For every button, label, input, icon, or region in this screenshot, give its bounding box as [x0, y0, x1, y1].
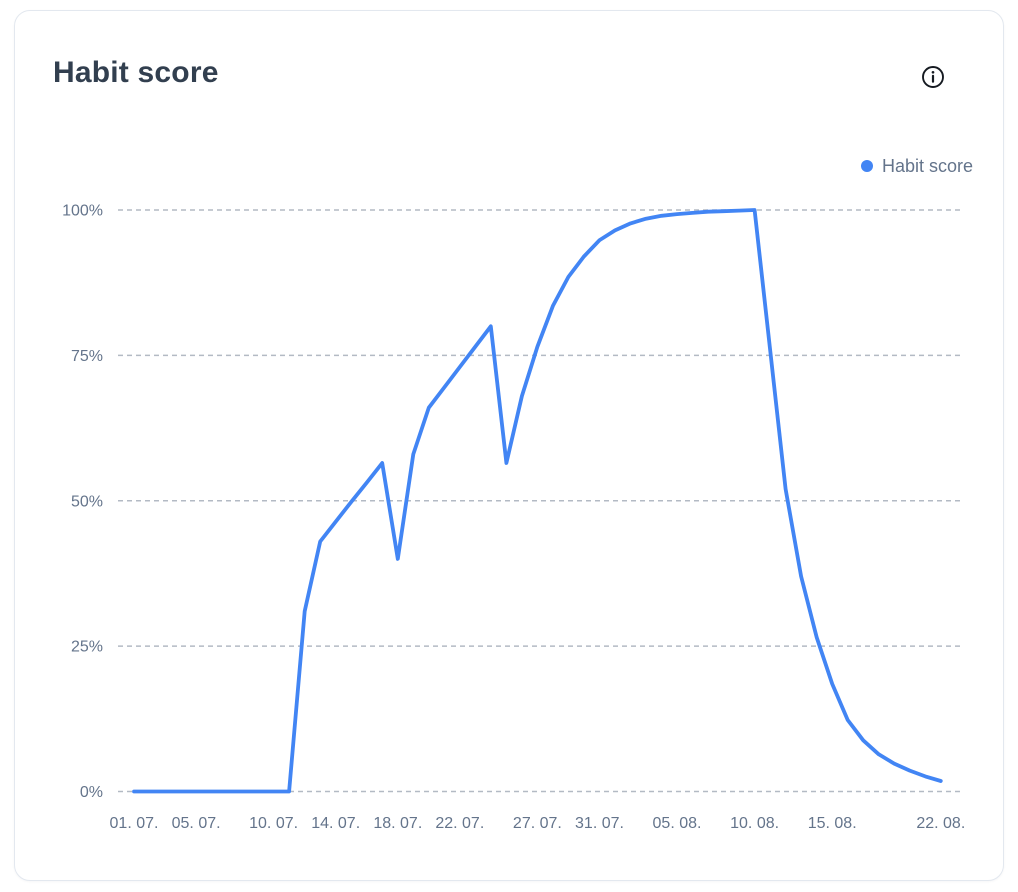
legend: Habit score	[15, 155, 973, 177]
x-axis-tick-label: 22. 07.	[435, 815, 484, 832]
y-axis-tick-label: 50%	[71, 493, 103, 510]
y-axis-tick-label: 0%	[80, 784, 103, 801]
x-axis-tick-label: 05. 07.	[172, 815, 221, 832]
x-axis-tick-label: 01. 07.	[110, 815, 159, 832]
legend-dot	[860, 160, 873, 172]
x-axis-tick-label: 15. 08.	[808, 815, 857, 832]
x-axis-tick-label: 10. 08.	[730, 815, 779, 832]
card-title: Habit score	[53, 56, 219, 89]
x-axis-tick-label: 22. 08.	[916, 815, 965, 832]
x-axis-tick-label: 10. 07.	[249, 815, 298, 832]
legend-label: Habit score	[881, 156, 973, 176]
info-button[interactable]	[919, 63, 947, 91]
info-circle-icon	[922, 66, 944, 88]
y-axis-tick-label: 25%	[71, 639, 103, 656]
habit-score-line	[132, 208, 943, 794]
x-axis-tick-label: 18. 07.	[373, 815, 422, 832]
x-axis-tick-label: 14. 07.	[311, 815, 360, 832]
x-axis-tick-label: 27. 07.	[513, 815, 562, 832]
legend-item-habit-score[interactable]: Habit score	[860, 155, 973, 177]
x-axis-tick-label: 05. 08.	[653, 815, 702, 832]
x-axis-tick-label: 31. 07.	[575, 815, 624, 832]
y-axis-tick-label: 100%	[62, 203, 103, 220]
habit-score-card: Habit score Habit score 0% 25% 50% 75% 100% 0…	[14, 10, 1004, 881]
y-axis-tick-label: 75%	[71, 348, 103, 365]
